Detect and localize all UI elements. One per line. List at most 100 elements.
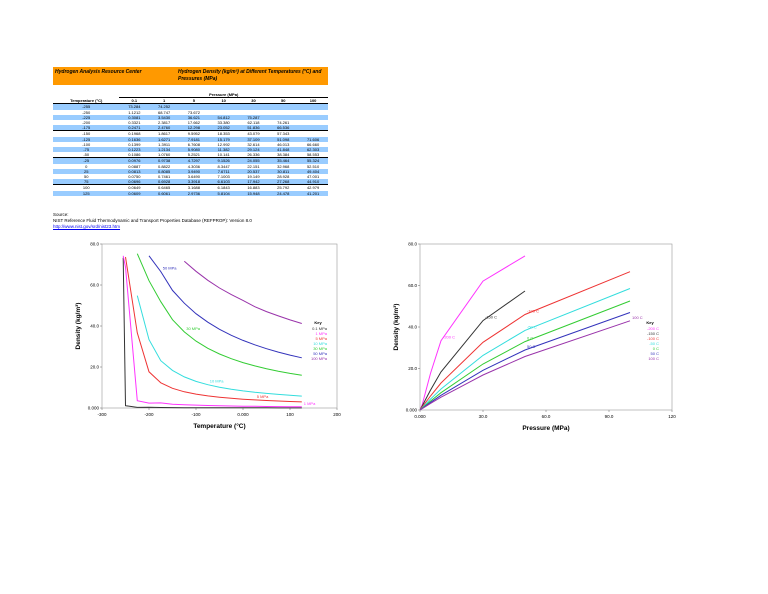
density-cell: 0.6928 [149,179,179,186]
temperature-cell: 75 [53,179,120,186]
density-cell: 0.2471 [119,125,150,132]
series-line-4 [419,300,631,411]
density-cell: 3.9490 [179,168,209,175]
legend-entry: 5 MPa [315,336,327,341]
density-cell: 32.968 [268,163,299,169]
density-cell: 73.284 [119,103,150,110]
density-cell: 0.0750 [119,174,150,180]
pressure-col-2: 5 [179,97,209,105]
legend-entry: 0 C [653,346,659,351]
temperature-cell: -25 [53,157,120,164]
density-cell: 15.948 [238,190,269,196]
density-cell: 55.324 [298,157,328,164]
legend-entry: 100 MPa [311,356,328,361]
density-cell: 3.5430 [149,114,179,121]
curve-label: -100 C [527,309,539,314]
density-cell: 0.0696 [119,179,150,186]
density-cell: 0.0813 [119,168,150,175]
density-cell [208,103,239,110]
source-link[interactable]: http://www.nist.gov/srd/nist23.htm [53,224,121,229]
table-row: -100 0.1399 1.3911 6.7608 12.992 32.614 46.013… [53,141,328,148]
legend-entry: 100 C [648,356,659,361]
curve-label: 30 MPa [186,326,201,331]
legend-entry: -200 C [647,326,659,331]
y-tick-label: 20.0 [408,366,417,371]
density-cell [298,130,328,137]
table-row: -50 0.1086 1.0760 5.2521 10.141 26.336 38.384 5… [53,152,328,159]
density-cell: 54.812 [208,114,239,121]
density-cell: 0.6061 [149,190,179,196]
density-cell: 62.303 [298,147,328,153]
table-row: -175 0.2471 2.4760 12.298 23.052 51.836 66.536 [53,125,328,132]
density-cell: 49.404 [298,168,328,175]
density-cell: 41.848 [268,147,299,153]
chart-0: -300 -200 -100 0.000 100 200 0.000 20.0 40.0 60.0… [75,242,341,431]
y-tick-label: 80.0 [408,242,417,247]
legend-entry: 1 MPa [315,331,327,336]
temperature-cell: -50 [53,152,120,159]
temperature-cell: 100 [53,184,120,191]
legend-title: Key [314,320,322,325]
density-cell: 66.660 [298,141,328,148]
density-cell: 43.079 [238,130,269,137]
temperature-cell: -250 [53,109,120,115]
density-cell: 73.672 [179,109,209,115]
temperature-cell: -150 [53,130,120,137]
density-cell: 18.353 [208,130,239,137]
density-cell: 1.2134 [149,147,179,153]
density-cell: 1.0760 [149,152,179,159]
pressure-col-0: 0.1 [119,97,150,105]
temperature-cell: -175 [53,125,120,132]
table-row: 75 0.0696 0.6928 3.3918 6.6103 17.942 27.268 44… [53,179,328,186]
density-cell: 17.662 [179,120,209,126]
temperature-cell: -255 [53,103,120,110]
pressure-col-1: 1 [149,97,179,105]
density-cell: 29.124 [238,147,269,153]
density-cell: 1.1212 [119,109,150,115]
density-cell: 4.3036 [179,163,209,169]
series-line-6 [183,260,302,324]
density-cell: 9.5952 [179,130,209,137]
x-tick-label: 90.0 [605,414,614,419]
density-cell: 3.3918 [179,179,209,186]
density-cell: 0.3081 [119,114,150,121]
curve-label: 1 MPa [304,401,316,406]
legend-entry: 50 C [651,351,660,356]
density-cell: 0.1636 [119,136,150,142]
x-tick-label: 60.0 [542,414,551,419]
density-cell: 6.1843 [208,184,239,191]
density-cell [238,103,269,110]
density-cell: 0.3321 [119,120,150,126]
series-line-1 [419,290,526,410]
density-cell: 10.141 [208,152,239,159]
density-cell: 0.6465 [149,184,179,191]
density-cell: 8.3447 [208,163,239,169]
temperature-cell: 125 [53,190,120,196]
density-cell: 58.553 [298,152,328,159]
density-cell: 47.001 [298,174,328,180]
legend-entry: -150 C [647,331,659,336]
curve-label: 10 MPa [210,379,225,384]
source-label: Source: [53,212,69,217]
y-tick-label: 0.000 [88,406,100,411]
density-cell: 6.7608 [179,141,209,148]
density-cell: 38.384 [268,152,299,159]
density-cell: 5.9080 [179,147,209,153]
temperature-cell: -225 [53,114,120,121]
density-cell: 0.8085 [149,168,179,175]
temperature-cell: -100 [53,141,120,148]
density-cell [298,114,328,121]
density-cell: 0.1968 [119,130,150,137]
density-cell [238,109,269,115]
table-row: -150 0.1968 1.8617 9.5952 18.353 43.079 57.343 [53,130,328,137]
density-cell: 0.0609 [119,190,150,196]
curve-label: -50 C [527,324,537,329]
x-tick-label: -300 [97,412,107,417]
table-row: -200 0.3321 2.3817 17.662 33.380 62.118 74.261 [53,120,328,126]
density-cell: 35.464 [268,157,299,164]
x-tick-label: 100 [286,412,294,417]
temperature-cell: 0 [53,163,120,169]
curve-label: 100 C [632,315,643,320]
curve-label: 0 C [527,336,533,341]
header-banner: Hydrogen Analysis Resource Center Hydrog… [53,67,328,85]
